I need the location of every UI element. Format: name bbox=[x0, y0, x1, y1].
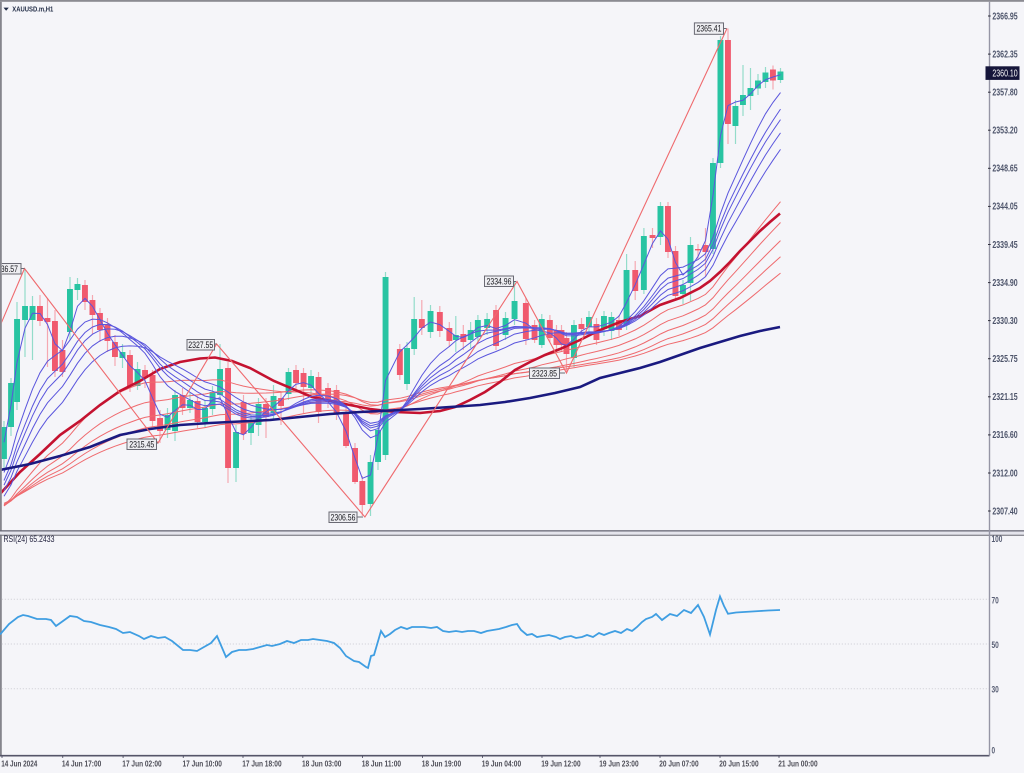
svg-text:2307.40: 2307.40 bbox=[992, 506, 1018, 517]
svg-text:2357.80: 2357.80 bbox=[992, 88, 1018, 99]
svg-text:2339.45: 2339.45 bbox=[992, 240, 1018, 251]
svg-text:2316.60: 2316.60 bbox=[992, 430, 1018, 441]
svg-text:19 Jun 04:00: 19 Jun 04:00 bbox=[482, 758, 522, 768]
svg-text:2353.20: 2353.20 bbox=[992, 126, 1018, 137]
svg-text:19 Jun 12:00: 19 Jun 12:00 bbox=[541, 758, 581, 768]
svg-text:2334.96: 2334.96 bbox=[487, 276, 512, 287]
svg-text:17 Jun 02:00: 17 Jun 02:00 bbox=[122, 758, 162, 768]
svg-text:0: 0 bbox=[992, 746, 996, 756]
svg-text:2325.75: 2325.75 bbox=[992, 354, 1018, 365]
svg-text:50: 50 bbox=[992, 640, 999, 650]
svg-text:2366.95: 2366.95 bbox=[992, 11, 1018, 22]
svg-text:14 Jun 17:00: 14 Jun 17:00 bbox=[62, 758, 102, 768]
svg-text:2330.30: 2330.30 bbox=[992, 316, 1018, 327]
svg-text:100: 100 bbox=[992, 534, 1003, 544]
svg-text:2327.55: 2327.55 bbox=[188, 340, 213, 351]
svg-text:20 Jun 07:00: 20 Jun 07:00 bbox=[659, 758, 699, 768]
svg-text:2334.90: 2334.90 bbox=[992, 278, 1018, 289]
svg-text:RSI(24) 65.2433: RSI(24) 65.2433 bbox=[4, 534, 55, 544]
svg-text:18 Jun 03:00: 18 Jun 03:00 bbox=[302, 758, 342, 768]
svg-text:17 Jun 18:00: 17 Jun 18:00 bbox=[242, 758, 282, 768]
svg-text:2365.41: 2365.41 bbox=[696, 24, 721, 35]
svg-text:70: 70 bbox=[992, 596, 999, 606]
svg-text:2336.57: 2336.57 bbox=[0, 264, 18, 275]
svg-text:2321.15: 2321.15 bbox=[992, 392, 1018, 403]
svg-text:19 Jun 23:00: 19 Jun 23:00 bbox=[599, 758, 639, 768]
svg-text:30: 30 bbox=[992, 684, 999, 694]
svg-text:17 Jun 10:00: 17 Jun 10:00 bbox=[183, 758, 223, 768]
svg-text:2348.65: 2348.65 bbox=[992, 164, 1018, 175]
svg-text:XAUUSD.m,H1: XAUUSD.m,H1 bbox=[12, 7, 53, 14]
svg-text:18 Jun 11:00: 18 Jun 11:00 bbox=[362, 758, 402, 768]
svg-text:2312.00: 2312.00 bbox=[992, 468, 1018, 479]
svg-text:18 Jun 19:00: 18 Jun 19:00 bbox=[422, 758, 462, 768]
svg-text:2315.45: 2315.45 bbox=[129, 439, 154, 450]
svg-text:2360.10: 2360.10 bbox=[992, 69, 1018, 80]
svg-text:2362.35: 2362.35 bbox=[992, 49, 1018, 60]
svg-text:2323.85: 2323.85 bbox=[532, 368, 557, 379]
svg-text:14 Jun 2024: 14 Jun 2024 bbox=[1, 758, 37, 768]
svg-text:2306.56: 2306.56 bbox=[331, 512, 356, 523]
svg-text:20 Jun 15:00: 20 Jun 15:00 bbox=[719, 758, 759, 768]
svg-text:21 Jun 00:00: 21 Jun 00:00 bbox=[778, 758, 818, 768]
svg-text:2344.05: 2344.05 bbox=[992, 202, 1018, 213]
